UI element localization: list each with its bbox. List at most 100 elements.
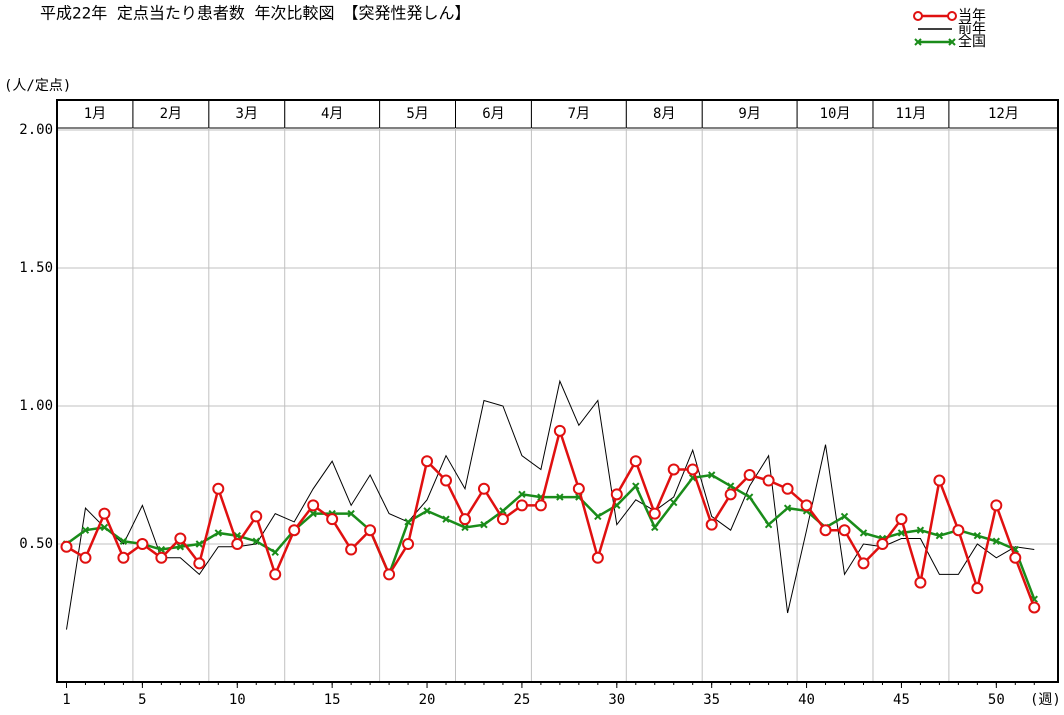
month-label: 7月 [568, 106, 590, 122]
month-label: 3月 [236, 106, 258, 122]
marker [534, 499, 547, 512]
marker [895, 513, 908, 526]
marker [402, 538, 415, 550]
marker [214, 529, 223, 537]
marker [556, 493, 564, 501]
x-tick-label: 15 [324, 692, 341, 708]
x-tick-label: 10 [229, 692, 246, 708]
marker [897, 529, 906, 537]
legend-label: 前年 [958, 20, 986, 37]
x-axis-label: (週) [1030, 692, 1061, 708]
marker [670, 498, 678, 507]
legend-marker [914, 38, 922, 46]
y-tick-label: 1.00 [19, 398, 53, 414]
marker [1009, 551, 1022, 564]
marker [935, 532, 944, 540]
month-label: 11月 [896, 106, 927, 122]
marker [269, 568, 282, 581]
marker [648, 507, 661, 520]
chart-title: 平成22年 定点当たり患者数 年次比較図 【突発性発しん】 [40, 4, 471, 23]
marker [876, 538, 889, 550]
marker [496, 513, 509, 526]
series-line [65, 473, 1036, 600]
marker [840, 512, 849, 521]
marker [250, 510, 263, 523]
marker [857, 557, 870, 570]
marker [117, 551, 130, 564]
marker [440, 474, 453, 487]
marker [364, 524, 377, 537]
month-label: 12月 [988, 106, 1019, 122]
marker [800, 499, 813, 512]
x-tick-label: 40 [798, 692, 815, 708]
marker [383, 568, 396, 581]
marker [762, 474, 775, 487]
marker [119, 537, 128, 545]
marker [212, 482, 225, 495]
marker [100, 523, 109, 532]
marker [252, 537, 260, 545]
y-tick-label: 1.50 [19, 260, 53, 276]
month-label: 4月 [321, 106, 343, 122]
marker [157, 545, 166, 554]
marker [480, 520, 488, 529]
marker [271, 548, 279, 556]
marker [307, 499, 320, 512]
legend-marker [947, 11, 957, 21]
marker [155, 551, 168, 564]
x-tick-label: 50 [988, 692, 1005, 708]
marker [705, 518, 718, 531]
marker [629, 455, 642, 468]
marker [326, 513, 339, 526]
month-label: 9月 [738, 106, 760, 122]
marker [632, 482, 640, 490]
month-label: 10月 [820, 106, 851, 122]
marker [952, 524, 965, 537]
month-label: 5月 [406, 106, 428, 122]
marker [288, 524, 301, 537]
y-tick-label: 2.00 [19, 122, 53, 138]
marker [781, 482, 794, 495]
x-tick-label: 35 [703, 692, 720, 708]
marker [79, 551, 92, 564]
month-label: 1月 [84, 106, 106, 122]
marker [518, 490, 526, 499]
marker [345, 543, 358, 556]
marker [724, 488, 737, 501]
legend-marker [948, 38, 956, 46]
marker [610, 488, 623, 501]
marker [421, 455, 434, 468]
x-tick-label: 25 [513, 692, 530, 708]
y-tick-label: 0.50 [19, 536, 53, 552]
marker [686, 463, 699, 476]
marker [914, 576, 927, 589]
x-tick-label: 45 [893, 692, 910, 708]
x-tick-label: 20 [419, 692, 436, 708]
marker [745, 493, 754, 501]
series-line [65, 379, 1035, 630]
marker [309, 509, 317, 518]
marker [136, 538, 149, 550]
month-label: 8月 [653, 106, 675, 122]
legend-label: 当年 [958, 8, 986, 24]
marker [174, 532, 187, 545]
legend-label: 全国 [958, 33, 986, 50]
marker [404, 518, 412, 526]
marker [971, 582, 984, 595]
marker [591, 551, 604, 564]
series-line [65, 426, 1036, 608]
marker [347, 509, 355, 518]
marker [553, 424, 566, 437]
marker [726, 482, 735, 490]
marker [838, 524, 851, 537]
month-label: 6月 [482, 106, 504, 122]
marker [572, 482, 585, 495]
marker [764, 520, 773, 529]
marker [992, 537, 1001, 545]
marker [458, 513, 471, 526]
month-label: 2月 [160, 106, 182, 122]
marker [60, 540, 73, 553]
plot-frame [56, 99, 1059, 683]
marker [743, 469, 756, 481]
